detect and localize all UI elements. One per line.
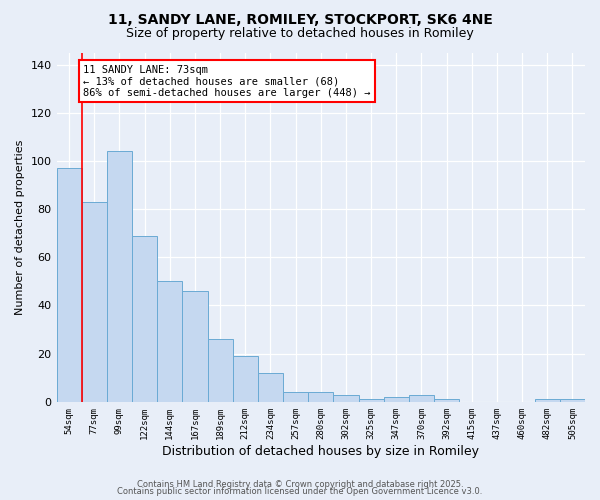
Text: Contains public sector information licensed under the Open Government Licence v3: Contains public sector information licen… (118, 488, 482, 496)
Bar (308, 392, 334, 402)
Bar (434, 400, 459, 402)
Bar (82, 202, 107, 402)
Text: Size of property relative to detached houses in Romiley: Size of property relative to detached ho… (126, 28, 474, 40)
Y-axis label: Number of detached properties: Number of detached properties (15, 140, 25, 315)
Bar (182, 291, 208, 402)
Bar (383, 397, 409, 402)
Bar (283, 392, 308, 402)
Text: Contains HM Land Registry data © Crown copyright and database right 2025.: Contains HM Land Registry data © Crown c… (137, 480, 463, 489)
Bar (208, 339, 233, 402)
Bar (334, 394, 359, 402)
Bar (132, 236, 157, 402)
Bar (157, 282, 182, 402)
Bar (258, 373, 283, 402)
Bar (560, 400, 585, 402)
X-axis label: Distribution of detached houses by size in Romiley: Distribution of detached houses by size … (162, 444, 479, 458)
Bar (535, 400, 560, 402)
Bar (409, 394, 434, 402)
Text: 11, SANDY LANE, ROMILEY, STOCKPORT, SK6 4NE: 11, SANDY LANE, ROMILEY, STOCKPORT, SK6 … (107, 12, 493, 26)
Bar (233, 356, 258, 402)
Text: 11 SANDY LANE: 73sqm
← 13% of detached houses are smaller (68)
86% of semi-detac: 11 SANDY LANE: 73sqm ← 13% of detached h… (83, 64, 370, 98)
Bar (359, 400, 383, 402)
Bar (56, 168, 82, 402)
Bar (107, 152, 132, 402)
